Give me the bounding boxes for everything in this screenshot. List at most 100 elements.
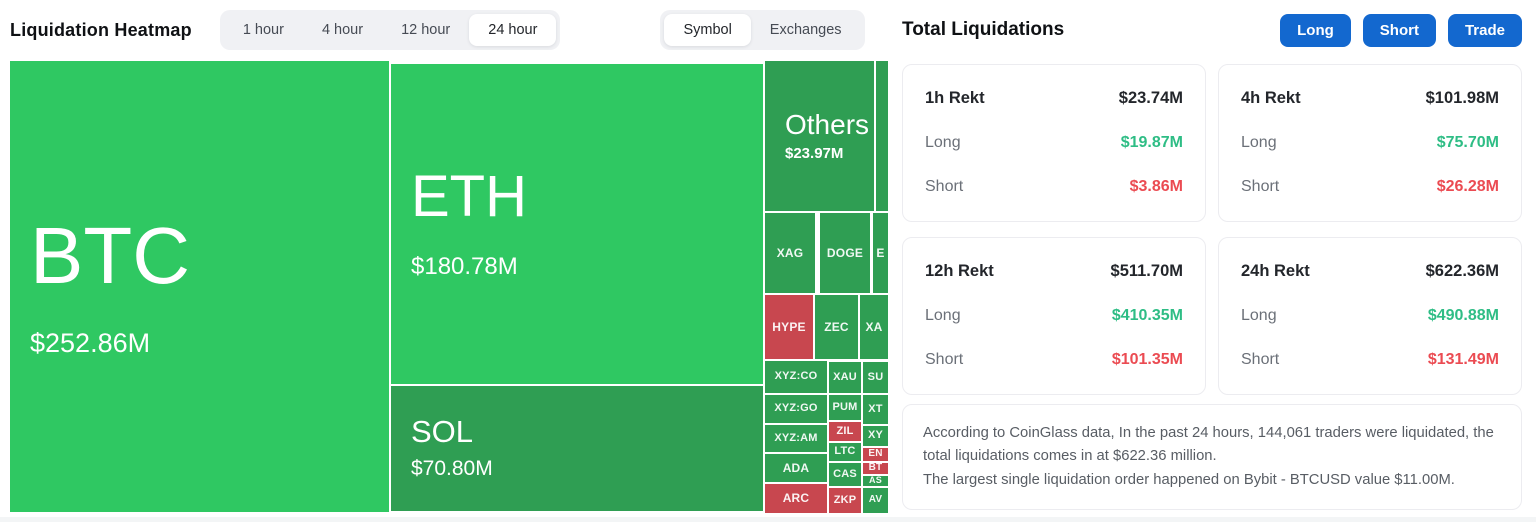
panel-header: Total Liquidations Long Short Trade xyxy=(888,0,1536,60)
summary-card: According to CoinGlass data, In the past… xyxy=(902,404,1522,511)
heatmap-section: Liquidation Heatmap 1 hour 4 hour 12 hou… xyxy=(0,0,888,513)
treemap-tile-xa[interactable]: XA xyxy=(860,295,888,359)
rekt-cards: 1h Rekt $23.74M Long $19.87M Short $3.86… xyxy=(902,64,1522,395)
long-label: Long xyxy=(1241,134,1277,151)
page-title: Liquidation Heatmap xyxy=(10,19,192,40)
card-period: 24h Rekt xyxy=(1241,262,1310,280)
treemap-tile-doge[interactable]: DOGE xyxy=(820,213,870,293)
treemap-tile-zil[interactable]: ZIL xyxy=(829,422,861,441)
treemap-tile-e[interactable]: E xyxy=(873,213,888,293)
card-period: 1h Rekt xyxy=(925,89,985,107)
treemap-tile-eth[interactable]: ETH $180.78M xyxy=(391,64,763,384)
short-label: Short xyxy=(925,178,964,195)
tile-symbol: ZIL xyxy=(836,424,854,437)
tile-value: $70.80M xyxy=(411,457,493,481)
tile-symbol: HYPE xyxy=(772,319,806,334)
treemap-tile-pum[interactable]: PUM xyxy=(829,395,861,420)
treemap-tile-zkp[interactable]: ZKP xyxy=(829,488,861,513)
tile-symbol: XA xyxy=(865,319,883,334)
long-label: Long xyxy=(925,307,961,324)
long-value: $19.87M xyxy=(1120,134,1183,151)
tile-symbol: AV xyxy=(868,494,883,506)
card-total: $101.98M xyxy=(1425,89,1499,107)
tile-symbol: ETH xyxy=(411,163,527,229)
treemap-tile-xyz-am[interactable]: XYZ:AM xyxy=(765,425,827,452)
long-value: $490.88M xyxy=(1427,307,1499,324)
tab-12-hour[interactable]: 12 hour xyxy=(382,14,469,46)
treemap-tile-hype[interactable]: HYPE xyxy=(765,295,813,359)
treemap-tile-unlabeled[interactable] xyxy=(876,61,888,211)
tile-symbol: XYZ:CO xyxy=(774,370,818,383)
tile-symbol: XT xyxy=(868,402,883,415)
panel-title: Total Liquidations xyxy=(902,19,1065,40)
treemap-tile-en[interactable]: EN xyxy=(863,448,888,461)
heatmap-header: Liquidation Heatmap 1 hour 4 hour 12 hou… xyxy=(0,0,888,60)
treemap-tile-xau[interactable]: XAU xyxy=(829,362,861,393)
treemap-tile-xyz-co[interactable]: XYZ:CO xyxy=(765,361,827,393)
long-value: $410.35M xyxy=(1111,307,1183,324)
summary-line-1: According to CoinGlass data, In the past… xyxy=(923,425,1494,465)
treemap-tile-as[interactable]: AS xyxy=(863,476,888,486)
tab-symbol[interactable]: Symbol xyxy=(664,14,751,46)
summary-line-2: The largest single liquidation order hap… xyxy=(923,471,1455,488)
treemap-tile-others[interactable]: Others $23.97M xyxy=(765,61,874,211)
treemap-tile-cas[interactable]: CAS xyxy=(829,463,861,486)
treemap-tile-btc[interactable]: BTC $252.86M xyxy=(10,61,389,512)
tile-symbol: ZEC xyxy=(824,319,849,334)
long-label: Long xyxy=(925,134,961,151)
treemap-tile-xy[interactable]: XY xyxy=(863,426,888,446)
tab-24-hour[interactable]: 24 hour xyxy=(469,14,557,46)
tile-symbol: XYZ:AM xyxy=(774,431,818,444)
view-mode-tabs: Symbol Exchanges xyxy=(660,10,865,50)
treemap-tile-sol[interactable]: SOL $70.80M xyxy=(391,386,763,511)
rekt-card-4h: 4h Rekt $101.98M Long $75.70M Short $26.… xyxy=(1218,64,1522,222)
long-button[interactable]: Long xyxy=(1280,13,1351,47)
treemap-tile-ada[interactable]: ADA xyxy=(765,454,827,482)
tile-symbol: ARC xyxy=(782,491,810,506)
rekt-card-1h: 1h Rekt $23.74M Long $19.87M Short $3.86… xyxy=(902,64,1206,222)
bottom-strip xyxy=(0,517,1536,522)
tile-symbol: DOGE xyxy=(826,245,864,260)
short-label: Short xyxy=(925,351,964,368)
rekt-card-24h: 24h Rekt $622.36M Long $490.88M Short $1… xyxy=(1218,237,1522,395)
panel-body: 1h Rekt $23.74M Long $19.87M Short $3.86… xyxy=(888,60,1536,511)
panel-buttons: Long Short Trade xyxy=(1280,13,1522,47)
card-total: $23.74M xyxy=(1118,89,1183,107)
tab-exchanges[interactable]: Exchanges xyxy=(751,14,861,46)
short-value: $131.49M xyxy=(1427,351,1499,368)
tile-symbol: XAG xyxy=(776,245,804,260)
treemap-tile-arc[interactable]: ARC xyxy=(765,484,827,513)
tile-symbol: ADA xyxy=(782,460,810,475)
tab-1-hour[interactable]: 1 hour xyxy=(224,14,303,46)
treemap-tile-bt[interactable]: BT xyxy=(863,463,888,474)
trade-button[interactable]: Trade xyxy=(1447,13,1522,47)
treemap-tile-xag[interactable]: XAG xyxy=(765,213,815,293)
treemap-tile-av[interactable]: AV xyxy=(863,488,888,513)
tile-value: $252.86M xyxy=(30,328,151,358)
treemap-tile-xt[interactable]: XT xyxy=(863,395,888,424)
rekt-card-12h: 12h Rekt $511.70M Long $410.35M Short $1… xyxy=(902,237,1206,395)
short-button[interactable]: Short xyxy=(1362,13,1436,47)
tile-symbol: XYZ:GO xyxy=(774,402,818,415)
time-range-tabs: 1 hour 4 hour 12 hour 24 hour xyxy=(219,10,561,50)
card-total: $511.70M xyxy=(1110,262,1183,280)
tile-symbol: BTC xyxy=(30,211,190,300)
treemap-tile-ltc[interactable]: LTC xyxy=(829,443,861,461)
treemap-tile-xyz-go[interactable]: XYZ:GO xyxy=(765,395,827,423)
short-label: Short xyxy=(1241,178,1280,195)
short-value: $26.28M xyxy=(1436,178,1499,195)
tile-symbol: AS xyxy=(869,476,882,486)
card-period: 4h Rekt xyxy=(1241,89,1301,107)
treemap-tile-zec[interactable]: ZEC xyxy=(815,295,858,359)
treemap-tile-su[interactable]: SU xyxy=(863,362,888,393)
tile-symbol: CAS xyxy=(833,467,857,480)
tab-4-hour[interactable]: 4 hour xyxy=(303,14,382,46)
short-value: $101.35M xyxy=(1111,351,1183,368)
tile-symbol: LTC xyxy=(834,445,856,458)
total-liquidations-panel: Total Liquidations Long Short Trade 1h R… xyxy=(888,0,1536,522)
tile-symbol: SOL xyxy=(411,413,474,449)
tile-symbol: XAU xyxy=(833,370,857,383)
tile-symbol: XY xyxy=(867,429,884,442)
tile-symbol: SU xyxy=(867,370,884,383)
